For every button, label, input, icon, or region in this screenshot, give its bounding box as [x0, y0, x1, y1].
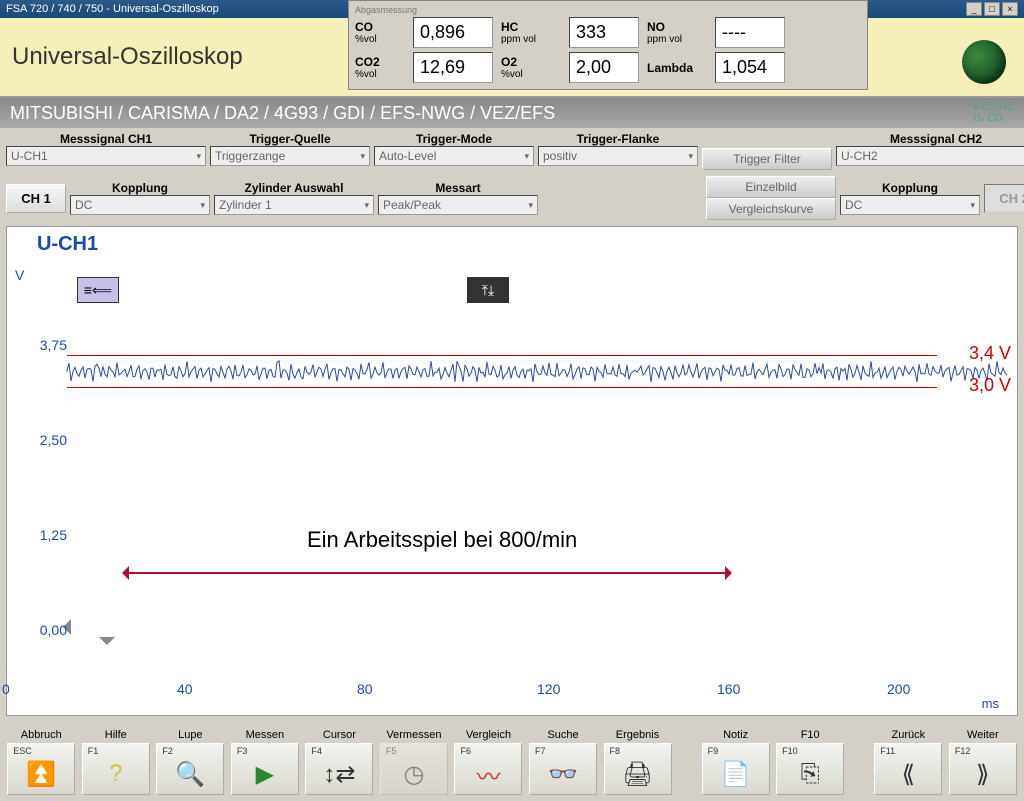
function-key-bar: Abbruch ESC⏫ Hilfe F1? Lupe F2🔍 Messen F3▶ Curso…: [0, 716, 1024, 801]
hc-value: 333: [569, 17, 639, 48]
ch2-tab[interactable]: CH 2: [984, 184, 1024, 213]
single-shot-button[interactable]: Einzelbild: [706, 176, 836, 198]
upper-threshold-line: [67, 355, 937, 356]
coupling2-label: Kopplung: [840, 181, 980, 195]
compare-curve-button[interactable]: Vergleichskurve: [706, 198, 836, 220]
status-icons: ● CO HCO₂ CO₂: [973, 102, 1014, 124]
compare-button[interactable]: F6〰: [454, 743, 522, 795]
measure-type-select[interactable]: Peak/Peak: [378, 195, 538, 215]
ch2-signal-label: Messsignal CH2: [836, 132, 1024, 146]
trigger-source-select[interactable]: Triggerzange: [210, 146, 370, 166]
search-button[interactable]: F7👓: [529, 743, 597, 795]
co2-label: CO2: [355, 55, 405, 69]
x-tick: 120: [537, 681, 560, 697]
hc-label: HC: [501, 20, 561, 34]
x-tick: 80: [357, 681, 373, 697]
trigger-filter-button[interactable]: Trigger Filter: [702, 148, 832, 170]
lambda-value: 1,054: [715, 52, 785, 83]
trigger-mode-select[interactable]: Auto-Level: [374, 146, 534, 166]
result-button[interactable]: F8🖨: [604, 743, 672, 795]
co2-value: 12,69: [413, 52, 493, 83]
upper-threshold-label: 3,4 V: [969, 343, 1011, 364]
app-title: Universal-Oszilloskop: [12, 43, 243, 71]
minimize-button[interactable]: _: [966, 2, 982, 16]
ch1-tab[interactable]: CH 1: [6, 184, 66, 213]
fkey-label: Abbruch: [21, 729, 62, 741]
bosch-logo-icon: [962, 40, 1006, 84]
coupling1-select[interactable]: DC: [70, 195, 210, 215]
fkey-label: Zurück: [891, 729, 925, 741]
waveform-plot: [7, 227, 1017, 715]
co-label: CO: [355, 20, 405, 34]
cycle-arrow: [127, 572, 727, 574]
fkey-label: F10: [801, 729, 820, 741]
trigger-mode-label: Trigger-Mode: [374, 132, 534, 146]
fkey-label: Weiter: [967, 729, 999, 741]
no-label: NO: [647, 20, 707, 34]
x-axis-unit: ms: [982, 696, 999, 711]
cylinder-select[interactable]: Zylinder 1: [214, 195, 374, 215]
trigger-edge-select[interactable]: positiv: [538, 146, 698, 166]
no-value: ----: [715, 17, 785, 48]
trigger-edge-label: Trigger-Flanke: [538, 132, 698, 146]
cursor-button[interactable]: F4↕⇄: [305, 743, 373, 795]
measure-button[interactable]: F3▶: [231, 743, 299, 795]
fkey-label: Hilfe: [105, 729, 127, 741]
fkey-label: Cursor: [323, 729, 356, 741]
window-title: FSA 720 / 740 / 750 - Universal-Oszillos…: [6, 3, 219, 15]
coupling1-label: Kopplung: [70, 181, 210, 195]
y-tick: 0,00: [27, 622, 67, 638]
y-tick: 3,75: [27, 337, 67, 353]
cycle-annotation: Ein Arbeitsspiel bei 800/min: [307, 527, 577, 553]
close-button[interactable]: ×: [1002, 2, 1018, 16]
ch1-signal-label: Messsignal CH1: [6, 132, 206, 146]
o2-value: 2,00: [569, 52, 639, 83]
lambda-label: Lambda: [647, 61, 707, 75]
vehicle-breadcrumb: MITSUBISHI / CARISMA / DA2 / 4G93 / GDI …: [0, 98, 1024, 128]
ch1-signal-select[interactable]: U-CH1: [6, 146, 206, 166]
note-button[interactable]: F9📄: [702, 743, 770, 795]
f10-button[interactable]: F10⎘: [776, 743, 844, 795]
coupling2-select[interactable]: DC: [840, 195, 980, 215]
ch2-signal-select[interactable]: U-CH2: [836, 146, 1024, 166]
fkey-label: Lupe: [178, 729, 202, 741]
fkey-label: Vergleich: [466, 729, 511, 741]
x-tick: 200: [887, 681, 910, 697]
emission-title: Abgasmessung: [355, 5, 861, 15]
fkey-label: Suche: [547, 729, 578, 741]
zero-marker-x-icon: [99, 637, 115, 653]
measure-type-label: Messart: [378, 181, 538, 195]
fkey-label: Vermessen: [386, 729, 441, 741]
control-bar: Messsignal CH1U-CH1 Trigger-QuelleTrigge…: [0, 128, 1024, 174]
back-button[interactable]: F11⟪: [874, 743, 942, 795]
help-button[interactable]: F1?: [82, 743, 150, 795]
oscilloscope-display: U-CH1 V ≡⟸ ⤒⤓ 3,4 V 3,0 V Ein Arbeitsspi…: [6, 226, 1018, 716]
o2-label: O2: [501, 55, 561, 69]
zoom-button[interactable]: F2🔍: [156, 743, 224, 795]
y-tick: 1,25: [27, 527, 67, 543]
maximize-button[interactable]: □: [984, 2, 1000, 16]
co-value: 0,896: [413, 17, 493, 48]
x-tick: 0: [2, 681, 10, 697]
x-tick: 40: [177, 681, 193, 697]
fkey-label: Notiz: [723, 729, 748, 741]
lower-threshold-label: 3,0 V: [969, 375, 1011, 396]
next-button[interactable]: F12⟫: [949, 743, 1017, 795]
trigger-source-label: Trigger-Quelle: [210, 132, 370, 146]
x-tick: 160: [717, 681, 740, 697]
y-tick: 2,50: [27, 432, 67, 448]
abort-button[interactable]: ESC⏫: [7, 743, 75, 795]
fkey-label: Ergebnis: [616, 729, 659, 741]
vermessen-button[interactable]: F5◷: [380, 743, 448, 795]
lower-threshold-line: [67, 387, 937, 388]
cylinder-label: Zylinder Auswahl: [214, 181, 374, 195]
emission-panel: Abgasmessung CO%vol 0,896 HCppm vol 333 …: [348, 0, 868, 90]
fkey-label: Messen: [246, 729, 285, 741]
